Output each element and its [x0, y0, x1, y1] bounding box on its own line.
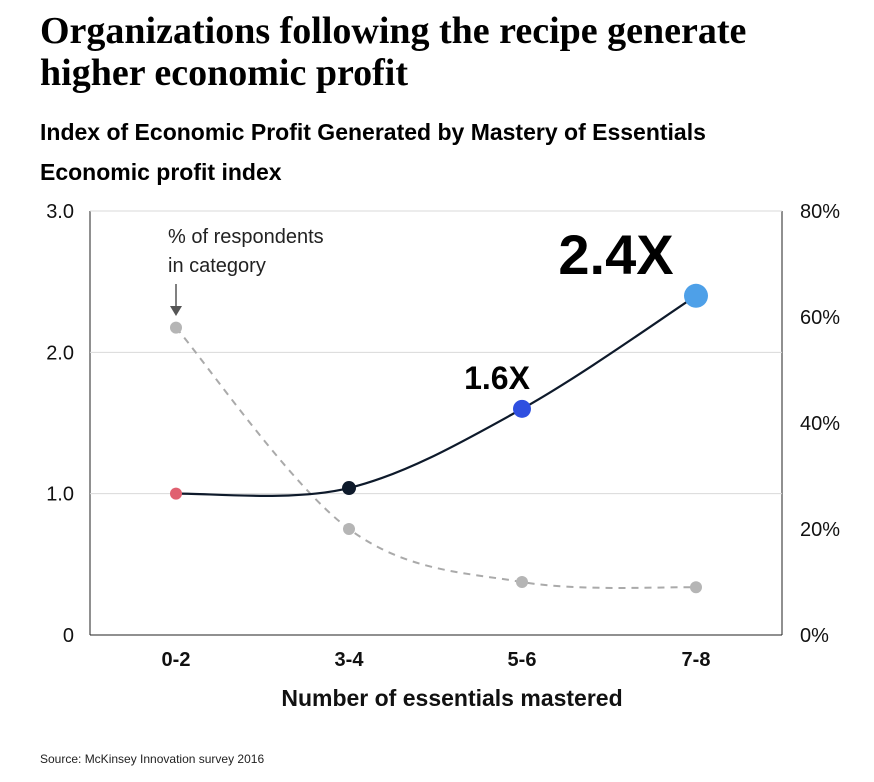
x-tick-label: 5-6 — [508, 649, 537, 671]
x-tick-label: 0-2 — [162, 649, 191, 671]
callout-1-6x: 1.6X — [464, 360, 530, 396]
y-axis-title: Economic profit index — [40, 159, 282, 185]
x-tick-label: 3-4 — [335, 649, 365, 671]
y-axis-left: 0 1.0 2.0 3.0 — [46, 201, 74, 647]
respondents-share-line — [175, 326, 697, 589]
x-tick-label: 7-8 — [682, 649, 711, 671]
down-arrow-icon — [170, 284, 182, 316]
x-axis-title: Number of essentials mastered — [281, 685, 622, 711]
arrow-head — [170, 306, 182, 316]
economic-profit-point — [170, 487, 182, 500]
respondents-share-point — [690, 581, 702, 594]
y-tick-label: 0 — [63, 625, 74, 647]
economic-profit-point — [684, 283, 708, 308]
y2-tick-label: 60% — [800, 307, 840, 329]
y2-tick-label: 80% — [800, 201, 840, 223]
y-tick-label: 1.0 — [46, 484, 74, 506]
respondents-share-point — [343, 523, 355, 535]
economic-profit-point — [513, 399, 531, 418]
source-note: Source: McKinsey Innovation survey 2016 — [40, 752, 265, 766]
legend-note-line-2: in category — [168, 255, 266, 277]
economic-profit-point — [342, 481, 356, 496]
respondents-share-point — [516, 576, 528, 588]
y-tick-label: 2.0 — [46, 342, 74, 364]
y-axis-right: 0% 20% 40% 60% 80% — [800, 201, 840, 647]
legend-note-line-1: % of respondents — [168, 226, 324, 248]
page-title: Organizations following the recipe gener… — [40, 10, 747, 94]
x-axis: 0-2 3-4 5-6 7-8 — [162, 649, 711, 671]
y2-tick-label: 0% — [800, 625, 829, 647]
economic-profit-line — [175, 294, 697, 497]
chart-title: Index of Economic Profit Generated by Ma… — [40, 119, 706, 145]
series-layer — [170, 283, 708, 594]
y2-tick-label: 40% — [800, 413, 840, 435]
y2-tick-label: 20% — [800, 519, 840, 541]
y-tick-label: 3.0 — [46, 201, 74, 223]
callout-2-4x: 2.4X — [558, 223, 673, 286]
respondents-share-point — [170, 321, 182, 334]
